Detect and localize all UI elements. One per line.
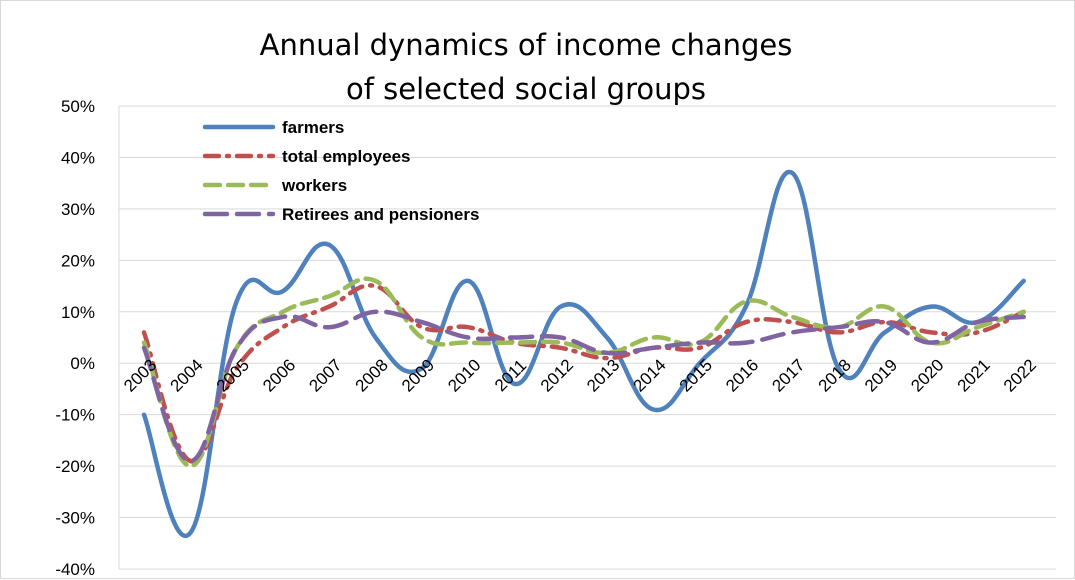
y-tick-label: -30% — [55, 509, 95, 528]
x-tick-label: 2018 — [815, 355, 855, 395]
x-tick-label: 2006 — [259, 355, 299, 395]
y-tick-label: 30% — [61, 200, 95, 219]
legend: farmers total employees workers Retirees an… — [205, 118, 479, 224]
x-tick-label: 2007 — [305, 355, 345, 395]
x-tick-label: 2017 — [768, 355, 808, 395]
x-tick-label: 2014 — [629, 355, 669, 395]
x-tick-label: 2009 — [398, 355, 438, 395]
legend-label: workers — [281, 176, 347, 195]
x-tick-label: 2022 — [1000, 355, 1040, 395]
y-tick-label: -20% — [55, 457, 95, 476]
y-tick-label: 40% — [61, 148, 95, 167]
y-tick-label: 50% — [61, 97, 95, 116]
chart-title: Annual dynamics of income changes of sel… — [260, 28, 793, 106]
y-tick-label: -40% — [55, 560, 95, 579]
legend-label: total employees — [282, 147, 411, 166]
x-tick-label: 2013 — [583, 355, 623, 395]
y-tick-label: 10% — [61, 303, 95, 322]
series-lines — [144, 172, 1024, 536]
x-tick-label: 2015 — [676, 355, 716, 395]
x-tick-label: 2021 — [954, 355, 994, 395]
y-tick-label: 0% — [70, 354, 95, 373]
x-tick-label: 2012 — [537, 355, 577, 395]
x-tick-label: 2004 — [166, 355, 206, 395]
chart-title-line-1: Annual dynamics of income changes — [260, 28, 793, 62]
legend-label: farmers — [282, 118, 344, 137]
x-tick-label: 2020 — [907, 355, 947, 395]
x-tick-label: 2010 — [444, 355, 484, 395]
chart-title-line-2: of selected social groups — [346, 72, 706, 106]
x-tick-label: 2008 — [352, 355, 392, 395]
x-tick-label: 2005 — [213, 355, 253, 395]
legend-label: Retirees and pensioners — [282, 205, 479, 224]
y-tick-label: -10% — [55, 406, 95, 425]
y-axis-tick-labels: 50% 40% 30% 20% 10% 0% -10% -20% -30% -40% — [55, 97, 95, 579]
y-tick-label: 20% — [61, 251, 95, 270]
x-tick-label: 2016 — [722, 355, 762, 395]
